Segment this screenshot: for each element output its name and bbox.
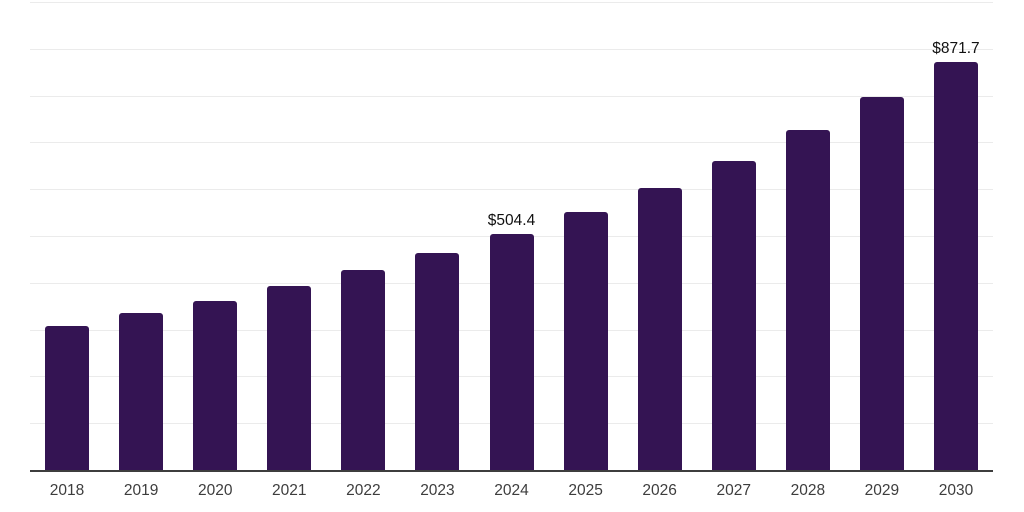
bar-2019[interactable] <box>119 313 164 470</box>
x-axis-tick-label: 2028 <box>790 482 826 499</box>
bar-cell <box>252 2 326 470</box>
plot-area: $504.4 $871.7 <box>30 2 993 472</box>
bar-2023[interactable] <box>415 253 460 470</box>
bar-cell <box>549 2 623 470</box>
bar-cell <box>771 2 845 470</box>
bar-cell: $504.4 <box>474 2 548 470</box>
bar-2027[interactable] <box>711 160 756 470</box>
bar-2020[interactable] <box>193 300 238 470</box>
x-axis-tick-label: 2029 <box>864 482 900 499</box>
x-axis-tick-label: 2030 <box>938 482 974 499</box>
bar-value-label: $871.7 <box>932 40 980 58</box>
bar-cell <box>623 2 697 470</box>
bar-2018[interactable] <box>45 326 90 470</box>
x-axis-tick-label: 2018 <box>49 482 85 499</box>
x-axis-labels: 2018 2019 2020 2021 2022 2023 2024 2025 2026 2027… <box>30 480 993 502</box>
gridline <box>30 189 993 191</box>
bar-value-label: $504.4 <box>487 211 536 229</box>
bar-2030[interactable] <box>933 62 978 470</box>
x-axis-tick-label: 2021 <box>272 482 307 499</box>
bar-2021[interactable] <box>267 285 312 470</box>
gridline <box>30 142 993 144</box>
bar-cell <box>104 2 178 470</box>
x-axis-tick-label: 2020 <box>197 482 233 499</box>
x-axis-tick-label: 2023 <box>420 482 455 499</box>
bar-cell <box>697 2 771 470</box>
gridline <box>30 2 993 3</box>
bar-2024[interactable] <box>489 233 534 470</box>
x-axis-tick-label: 2024 <box>494 482 529 499</box>
x-axis-tick-label: 2025 <box>568 482 603 499</box>
gridline <box>30 48 993 50</box>
bars-row: $504.4 $871.7 <box>30 2 993 470</box>
bar-cell <box>326 2 400 470</box>
x-axis-tick-label: 2027 <box>716 482 751 499</box>
bar-cell <box>30 2 104 470</box>
bar-2028[interactable] <box>785 129 830 470</box>
gridline <box>30 95 993 97</box>
bar-2022[interactable] <box>341 270 386 470</box>
bar-cell <box>400 2 474 470</box>
bar-cell <box>178 2 252 470</box>
x-axis-tick-label: 2026 <box>642 482 677 499</box>
bar-cell: $871.7 <box>919 2 993 470</box>
bar-2029[interactable] <box>859 97 904 470</box>
bar-cell <box>845 2 919 470</box>
x-axis-tick-label: 2019 <box>123 482 159 499</box>
x-axis-tick-label: 2022 <box>346 482 381 499</box>
bar-2025[interactable] <box>563 211 608 470</box>
bar-2026[interactable] <box>637 188 682 470</box>
